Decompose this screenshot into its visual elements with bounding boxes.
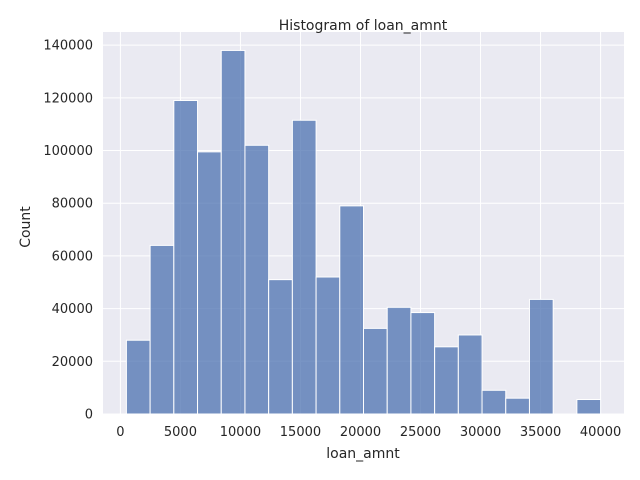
histogram-bar: [125, 339, 151, 415]
y-tick-label: 40000: [52, 302, 93, 317]
histogram-bar: [244, 144, 270, 415]
histogram-bar: [315, 276, 341, 415]
x-tick-label: 15000: [280, 425, 321, 440]
histogram-bar: [481, 389, 507, 415]
y-tick-label: 140000: [43, 39, 93, 54]
x-tick-label: 0: [116, 425, 124, 440]
bars: [125, 49, 602, 415]
histogram-bar: [528, 298, 554, 415]
y-axis-title: Count: [18, 206, 34, 248]
y-tick-label: 120000: [43, 91, 93, 106]
histogram-bar: [339, 205, 364, 415]
x-tick-label: 20000: [340, 425, 381, 440]
histogram-bar: [149, 244, 175, 415]
x-tick-label: 40000: [580, 425, 621, 440]
histogram-bar: [505, 397, 530, 415]
histogram-bar: [457, 334, 483, 415]
histogram-bar: [268, 279, 293, 415]
histogram-bar: [220, 49, 246, 415]
histogram-bar: [410, 312, 436, 415]
y-tick-label: 60000: [52, 249, 93, 264]
chart-title: Histogram of loan_amnt: [279, 18, 448, 34]
histogram-bar: [363, 327, 388, 415]
y-tick-label: 100000: [43, 144, 93, 159]
histogram-bar: [386, 306, 412, 415]
x-tick-label: 35000: [520, 425, 561, 440]
histogram-bar: [434, 346, 459, 415]
y-tick-label: 0: [85, 408, 93, 423]
x-tick-label: 5000: [164, 425, 197, 440]
y-tick-label: 20000: [52, 355, 93, 370]
x-tick-label: 25000: [400, 425, 441, 440]
histogram-bar: [291, 119, 317, 415]
histogram-bar: [173, 99, 199, 415]
histogram-bar: [197, 151, 222, 415]
x-tick-label: 10000: [220, 425, 261, 440]
x-tick-labels: 0 5000 10000 15000 20000 25000 30000 35000 40000: [116, 425, 621, 440]
y-tick-label: 80000: [52, 197, 93, 212]
histogram-bar: [576, 399, 602, 415]
y-tick-labels: 0 20000 40000 60000 80000 100000 120000 140000: [43, 39, 93, 423]
x-axis-title: loan_amnt: [326, 446, 400, 462]
x-tick-label: 30000: [460, 425, 501, 440]
